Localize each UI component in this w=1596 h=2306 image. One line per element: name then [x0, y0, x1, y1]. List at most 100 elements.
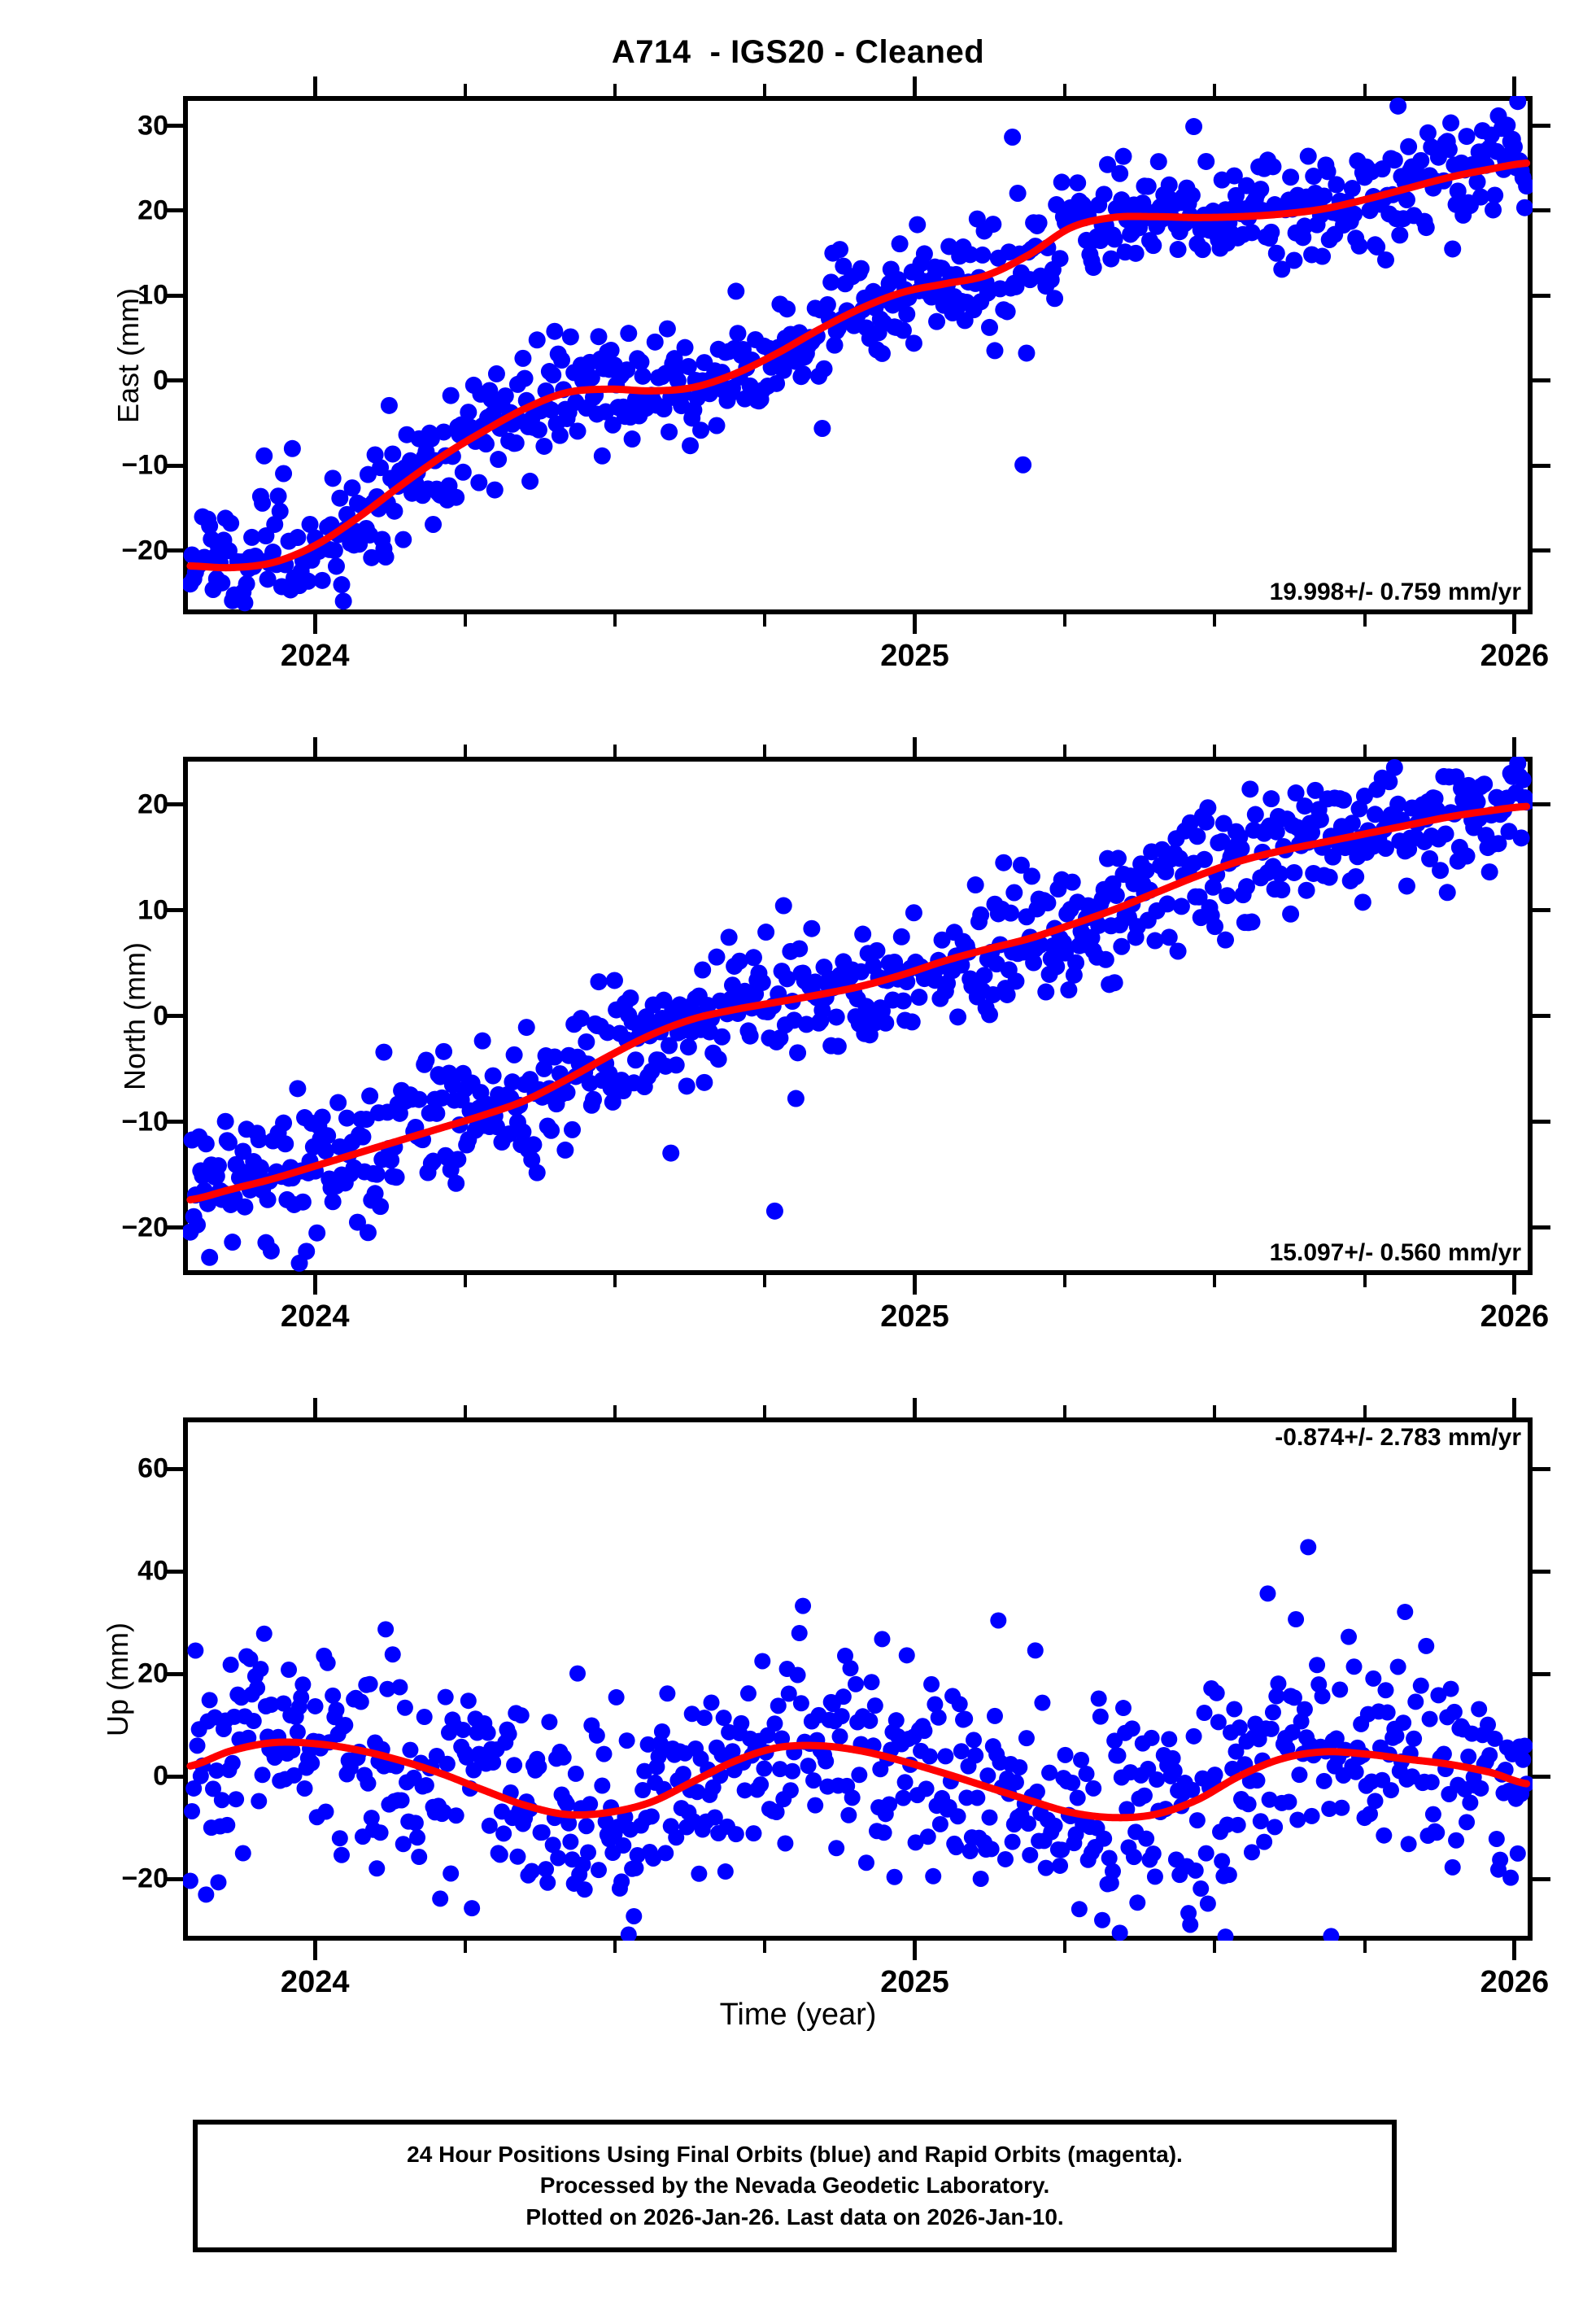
data-point: [778, 970, 796, 988]
data-point: [599, 1024, 617, 1042]
data-point: [201, 517, 219, 535]
data-point: [597, 1813, 614, 1830]
data-point: [691, 1865, 708, 1882]
data-point: [826, 336, 844, 354]
data-point: [1459, 1814, 1476, 1831]
x-minor-tick-mark-top: [1363, 84, 1367, 96]
y-tick-mark: [165, 1120, 183, 1124]
data-point: [1018, 344, 1036, 362]
data-point: [972, 1870, 989, 1887]
data-point: [679, 1038, 697, 1056]
panel-north-y-axis-title: North (mm): [118, 941, 151, 1090]
data-point: [361, 1087, 379, 1105]
data-point: [1073, 1751, 1090, 1768]
data-point: [1267, 823, 1285, 841]
data-point: [1285, 1689, 1302, 1706]
data-point: [1158, 895, 1176, 913]
data-point: [1486, 186, 1504, 204]
data-point: [219, 1816, 236, 1833]
data-point: [1459, 776, 1477, 794]
x-minor-tick-mark: [463, 1941, 467, 1953]
y-tick-mark: [165, 208, 183, 213]
data-point: [296, 1780, 313, 1797]
data-point: [210, 1874, 227, 1891]
data-point: [1438, 884, 1456, 902]
data-point: [643, 1808, 660, 1825]
data-point: [1139, 177, 1157, 195]
data-point: [240, 1729, 257, 1746]
data-point: [1145, 237, 1162, 255]
data-point: [933, 931, 951, 949]
data-point: [1240, 1796, 1257, 1813]
data-point: [770, 1697, 787, 1714]
data-point: [1020, 1815, 1037, 1832]
data-point: [1448, 1832, 1465, 1849]
data-point: [626, 1907, 643, 1924]
data-point: [1004, 129, 1022, 146]
data-point: [661, 423, 678, 441]
data-point: [1296, 1701, 1313, 1718]
data-point: [561, 328, 579, 346]
data-point: [768, 374, 786, 392]
y-tick-mark: [165, 1569, 183, 1574]
data-point: [324, 469, 342, 487]
data-point: [818, 295, 836, 313]
data-point: [1009, 185, 1027, 202]
data-point: [528, 1164, 546, 1181]
data-point: [797, 1015, 815, 1033]
data-point: [294, 1676, 312, 1693]
data-point: [1210, 1714, 1227, 1731]
data-point: [372, 1198, 390, 1216]
y-tick-mark: [165, 1671, 183, 1676]
data-point: [1226, 1701, 1243, 1718]
data-point: [713, 1028, 730, 1046]
y-tick-label: −10: [121, 449, 168, 481]
data-point: [1468, 793, 1486, 811]
data-point: [313, 571, 331, 589]
data-point: [555, 1749, 572, 1766]
data-point: [679, 357, 697, 375]
data-point: [308, 1224, 326, 1242]
data-point: [896, 1774, 914, 1791]
data-point: [1046, 290, 1064, 308]
data-point: [949, 1808, 966, 1825]
data-point: [465, 1762, 482, 1779]
data-point: [289, 1723, 306, 1740]
data-point: [1468, 173, 1486, 191]
data-point: [1515, 1751, 1532, 1768]
data-point: [447, 488, 465, 506]
data-point: [521, 472, 539, 490]
data-point: [969, 1789, 986, 1806]
data-point: [887, 1712, 905, 1729]
data-point: [852, 260, 870, 277]
y-tick-mark-right: [1533, 1774, 1550, 1779]
y-tick-mark: [165, 463, 183, 468]
data-point: [604, 416, 621, 434]
data-point: [1486, 1730, 1503, 1747]
data-point: [634, 1782, 652, 1799]
data-point: [1428, 1824, 1446, 1841]
data-point: [1231, 1719, 1248, 1736]
y-tick-mark-right: [1533, 908, 1550, 912]
data-point: [220, 1133, 238, 1151]
data-point: [1449, 182, 1467, 200]
x-tick-label: 2024: [280, 1965, 350, 1999]
trend-line: [186, 159, 1531, 572]
data-point: [829, 1037, 847, 1055]
x-tick-label: 2025: [880, 1965, 949, 1999]
data-point: [1460, 1748, 1477, 1765]
x-minor-tick-mark: [1363, 614, 1367, 627]
data-point: [298, 1243, 316, 1260]
data-point: [1041, 1764, 1058, 1781]
data-point: [1472, 1780, 1489, 1797]
x-minor-tick-mark: [613, 1941, 617, 1953]
data-point: [962, 246, 979, 264]
data-point: [201, 1248, 219, 1266]
data-point: [1111, 1924, 1128, 1941]
data-point: [875, 1824, 892, 1841]
data-point: [485, 1754, 502, 1771]
trend-line: [186, 802, 1531, 1203]
data-point: [514, 1123, 532, 1141]
panel-up-plot: [183, 1539, 1533, 1941]
data-point: [380, 396, 398, 414]
